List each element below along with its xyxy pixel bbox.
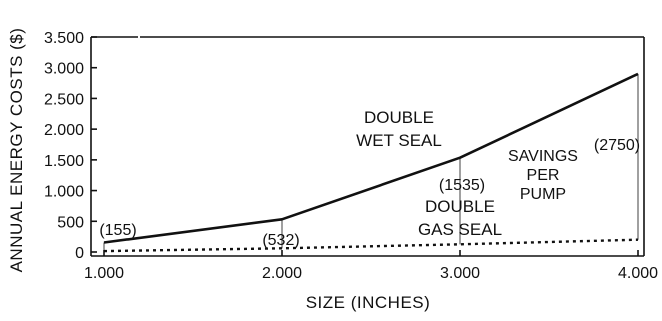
x-tick-label: 1.000 [84, 265, 124, 282]
gas-seal-label-line1: DOUBLE [425, 197, 495, 216]
y-tick-label: 0 [75, 245, 84, 262]
wet-seal-label-line2: WET SEAL [356, 131, 442, 150]
x-axis-ticks: 1.000 2.000 3.000 4.000 [84, 250, 658, 282]
x-tick-label: 4.000 [618, 265, 658, 282]
y-axis-title: ANNUAL ENERGY COSTS ($) [7, 28, 26, 273]
y-tick-label: 3.500 [44, 30, 84, 47]
savings-value-1: (155) [99, 222, 136, 239]
savings-value-4: (2750) [594, 137, 640, 154]
savings-gap-lines [103, 73, 639, 252]
y-tick-label: 2.000 [44, 122, 84, 139]
savings-label-line3: PUMP [520, 186, 566, 203]
y-tick-label: 2.500 [44, 91, 84, 108]
y-tick-label: 1.500 [44, 153, 84, 170]
double-wet-seal-line [103, 72, 639, 244]
series-layer [103, 72, 639, 253]
y-tick-label: 500 [57, 214, 84, 231]
wet-seal-label-line1: DOUBLE [364, 108, 434, 127]
plot-frame [90, 36, 645, 257]
y-tick-label: 3.000 [44, 61, 84, 78]
annotations: DOUBLE WET SEAL DOUBLE GAS SEAL SAVINGS … [99, 108, 640, 249]
savings-value-3: (1535) [439, 177, 485, 194]
double-gas-seal-line [103, 238, 639, 253]
y-axis-ticks: 0 500 1.000 1.500 2.000 2.500 3.000 3.500 [44, 30, 97, 262]
x-tick-label: 2.000 [262, 265, 302, 282]
savings-label-line2: PER [527, 167, 560, 184]
savings-label-line1: SAVINGS [508, 148, 578, 165]
gas-seal-label-line2: GAS SEAL [418, 220, 502, 239]
x-tick-label: 3.000 [440, 265, 480, 282]
x-axis-title: SIZE (INCHES) [306, 293, 431, 312]
y-tick-label: 1.000 [44, 184, 84, 201]
savings-value-2: (532) [262, 232, 299, 249]
